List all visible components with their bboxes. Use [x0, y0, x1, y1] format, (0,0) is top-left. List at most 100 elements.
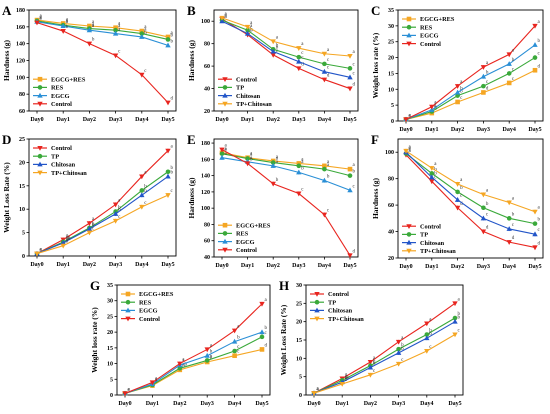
significance-letter: b — [512, 212, 515, 217]
data-point — [296, 161, 302, 166]
significance-letter: c — [460, 194, 463, 199]
data-point — [452, 332, 458, 338]
y-tick-label: 30 — [107, 299, 113, 305]
x-tick-label: Day0 — [399, 127, 412, 133]
significance-letter: a — [40, 248, 43, 253]
legend-label: Control — [51, 145, 72, 152]
chart-panel-d: D 0 5 10 15 20 25 Day0 Day1 Day2 Day3 Day4 Day5 Weigh… — [2, 132, 177, 268]
y-tick-label: 120 — [201, 190, 210, 196]
x-tick-label: Day3 — [292, 263, 305, 269]
data-point — [395, 350, 402, 355]
legend-marker — [37, 170, 43, 176]
legend-marker — [37, 153, 43, 159]
data-point — [454, 197, 461, 202]
significance-letter: b — [118, 206, 121, 211]
significance-letter: a — [92, 24, 95, 29]
legend-marker — [314, 316, 320, 322]
significance-letter: a — [276, 35, 279, 40]
series-line — [124, 303, 263, 394]
data-point — [480, 229, 487, 235]
data-point — [244, 30, 251, 36]
significance-letter: a — [92, 23, 95, 28]
significance-letter: c — [301, 56, 304, 61]
legend-marker — [125, 299, 131, 305]
significance-letter: b — [265, 326, 268, 331]
x-tick-label: Day4 — [135, 262, 148, 268]
series-tp-chitosan: a a a a a a — [219, 12, 356, 59]
series-line — [405, 57, 536, 120]
y-tick-label: 5 — [391, 103, 394, 109]
data-point — [506, 52, 512, 58]
legend-label: EGCG — [51, 93, 70, 100]
axes-frame — [28, 138, 177, 257]
significance-letter: a — [250, 156, 253, 161]
significance-letter: a — [92, 217, 95, 222]
significance-letter: b — [250, 29, 253, 34]
series-line — [405, 151, 536, 235]
legend-marker — [406, 16, 412, 22]
significance-letter: a — [40, 17, 43, 22]
significance-letter: c — [538, 52, 541, 57]
legend-label: RES — [139, 299, 152, 306]
y-tick-label: 80 — [204, 42, 210, 48]
y-tick-label: 15 — [19, 184, 25, 190]
significance-letter: a — [155, 378, 158, 383]
data-point — [532, 67, 538, 73]
significance-letter: b — [486, 71, 489, 76]
data-point — [481, 205, 486, 211]
data-point — [112, 30, 119, 36]
y-tick-label: 10 — [296, 356, 302, 362]
significance-letter: b — [250, 157, 253, 162]
legend-label: TP — [51, 153, 59, 160]
y-tick-label: 25 — [107, 314, 113, 320]
legend-marker — [406, 24, 412, 30]
significance-letter: b — [66, 240, 69, 245]
significance-letter: c — [327, 209, 330, 214]
significance-letter: d — [301, 62, 304, 67]
significance-letter: a — [40, 15, 43, 20]
legend-marker — [222, 247, 228, 253]
legend-label: Control — [420, 223, 441, 230]
data-point — [296, 169, 302, 175]
significance-letter: b — [429, 329, 432, 334]
significance-letter: a — [301, 42, 304, 47]
axes-frame — [213, 9, 359, 112]
significance-letter: a — [276, 155, 279, 160]
significance-letter: a — [92, 20, 95, 25]
series-line — [405, 44, 536, 120]
significance-letter: d — [538, 241, 541, 246]
data-point — [532, 23, 538, 29]
legend-marker — [37, 76, 43, 82]
data-point — [60, 29, 66, 34]
data-point — [532, 42, 538, 47]
x-tick-label: Day3 — [477, 264, 490, 270]
y-tick-label: 15 — [107, 346, 113, 352]
legend-label: EGCG — [139, 308, 158, 315]
y-tick-label: 20 — [388, 256, 394, 262]
x-tick-label: Day5 — [161, 117, 174, 123]
data-point — [86, 41, 93, 47]
significance-letter: a — [345, 373, 348, 378]
series-line — [36, 20, 169, 40]
significance-letter: c — [144, 201, 147, 206]
y-tick-label: 20 — [296, 320, 302, 326]
chart-panel-g: G 0 5 10 15 20 25 30 35 Day0 Day1 Day2 Day3 Day4 Day5 W… — [90, 278, 271, 407]
significance-letter: a — [128, 387, 131, 392]
panel-label: E — [187, 132, 196, 147]
significance-letter: d — [486, 86, 489, 91]
significance-letter: a — [66, 17, 69, 22]
data-point — [322, 166, 327, 172]
y-tick-label: 100 — [201, 19, 210, 25]
data-point — [112, 202, 119, 208]
x-tick-label: Day5 — [255, 401, 268, 407]
data-point — [481, 90, 486, 95]
significance-letter: a — [171, 31, 174, 36]
data-point — [60, 243, 66, 249]
significance-letter: d — [171, 97, 174, 102]
significance-letter: a — [327, 163, 330, 168]
